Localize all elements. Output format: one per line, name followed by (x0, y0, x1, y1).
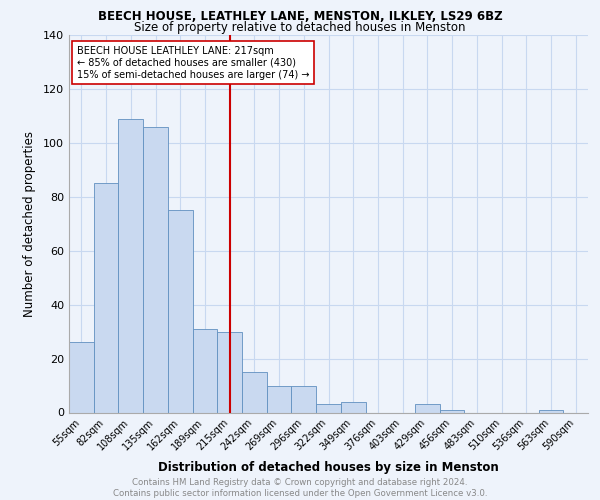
Text: BEECH HOUSE, LEATHLEY LANE, MENSTON, ILKLEY, LS29 6BZ: BEECH HOUSE, LEATHLEY LANE, MENSTON, ILK… (98, 10, 502, 23)
Bar (316, 404, 341, 412)
Bar (217, 332, 242, 412)
Bar (118, 118, 143, 412)
X-axis label: Distribution of detached houses by size in Menston: Distribution of detached houses by size … (158, 460, 499, 473)
Bar (415, 404, 440, 412)
Bar (143, 126, 168, 412)
Bar (341, 402, 365, 412)
Bar (539, 410, 563, 412)
Bar (292, 386, 316, 412)
Bar (168, 210, 193, 412)
Bar (267, 386, 292, 412)
Y-axis label: Number of detached properties: Number of detached properties (23, 130, 36, 317)
Bar (440, 410, 464, 412)
Text: BEECH HOUSE LEATHLEY LANE: 217sqm
← 85% of detached houses are smaller (430)
15%: BEECH HOUSE LEATHLEY LANE: 217sqm ← 85% … (77, 46, 309, 80)
Bar (94, 184, 118, 412)
Bar (193, 329, 217, 412)
Text: Size of property relative to detached houses in Menston: Size of property relative to detached ho… (134, 21, 466, 34)
Bar (242, 372, 267, 412)
Bar (69, 342, 94, 412)
Text: Contains HM Land Registry data © Crown copyright and database right 2024.
Contai: Contains HM Land Registry data © Crown c… (113, 478, 487, 498)
